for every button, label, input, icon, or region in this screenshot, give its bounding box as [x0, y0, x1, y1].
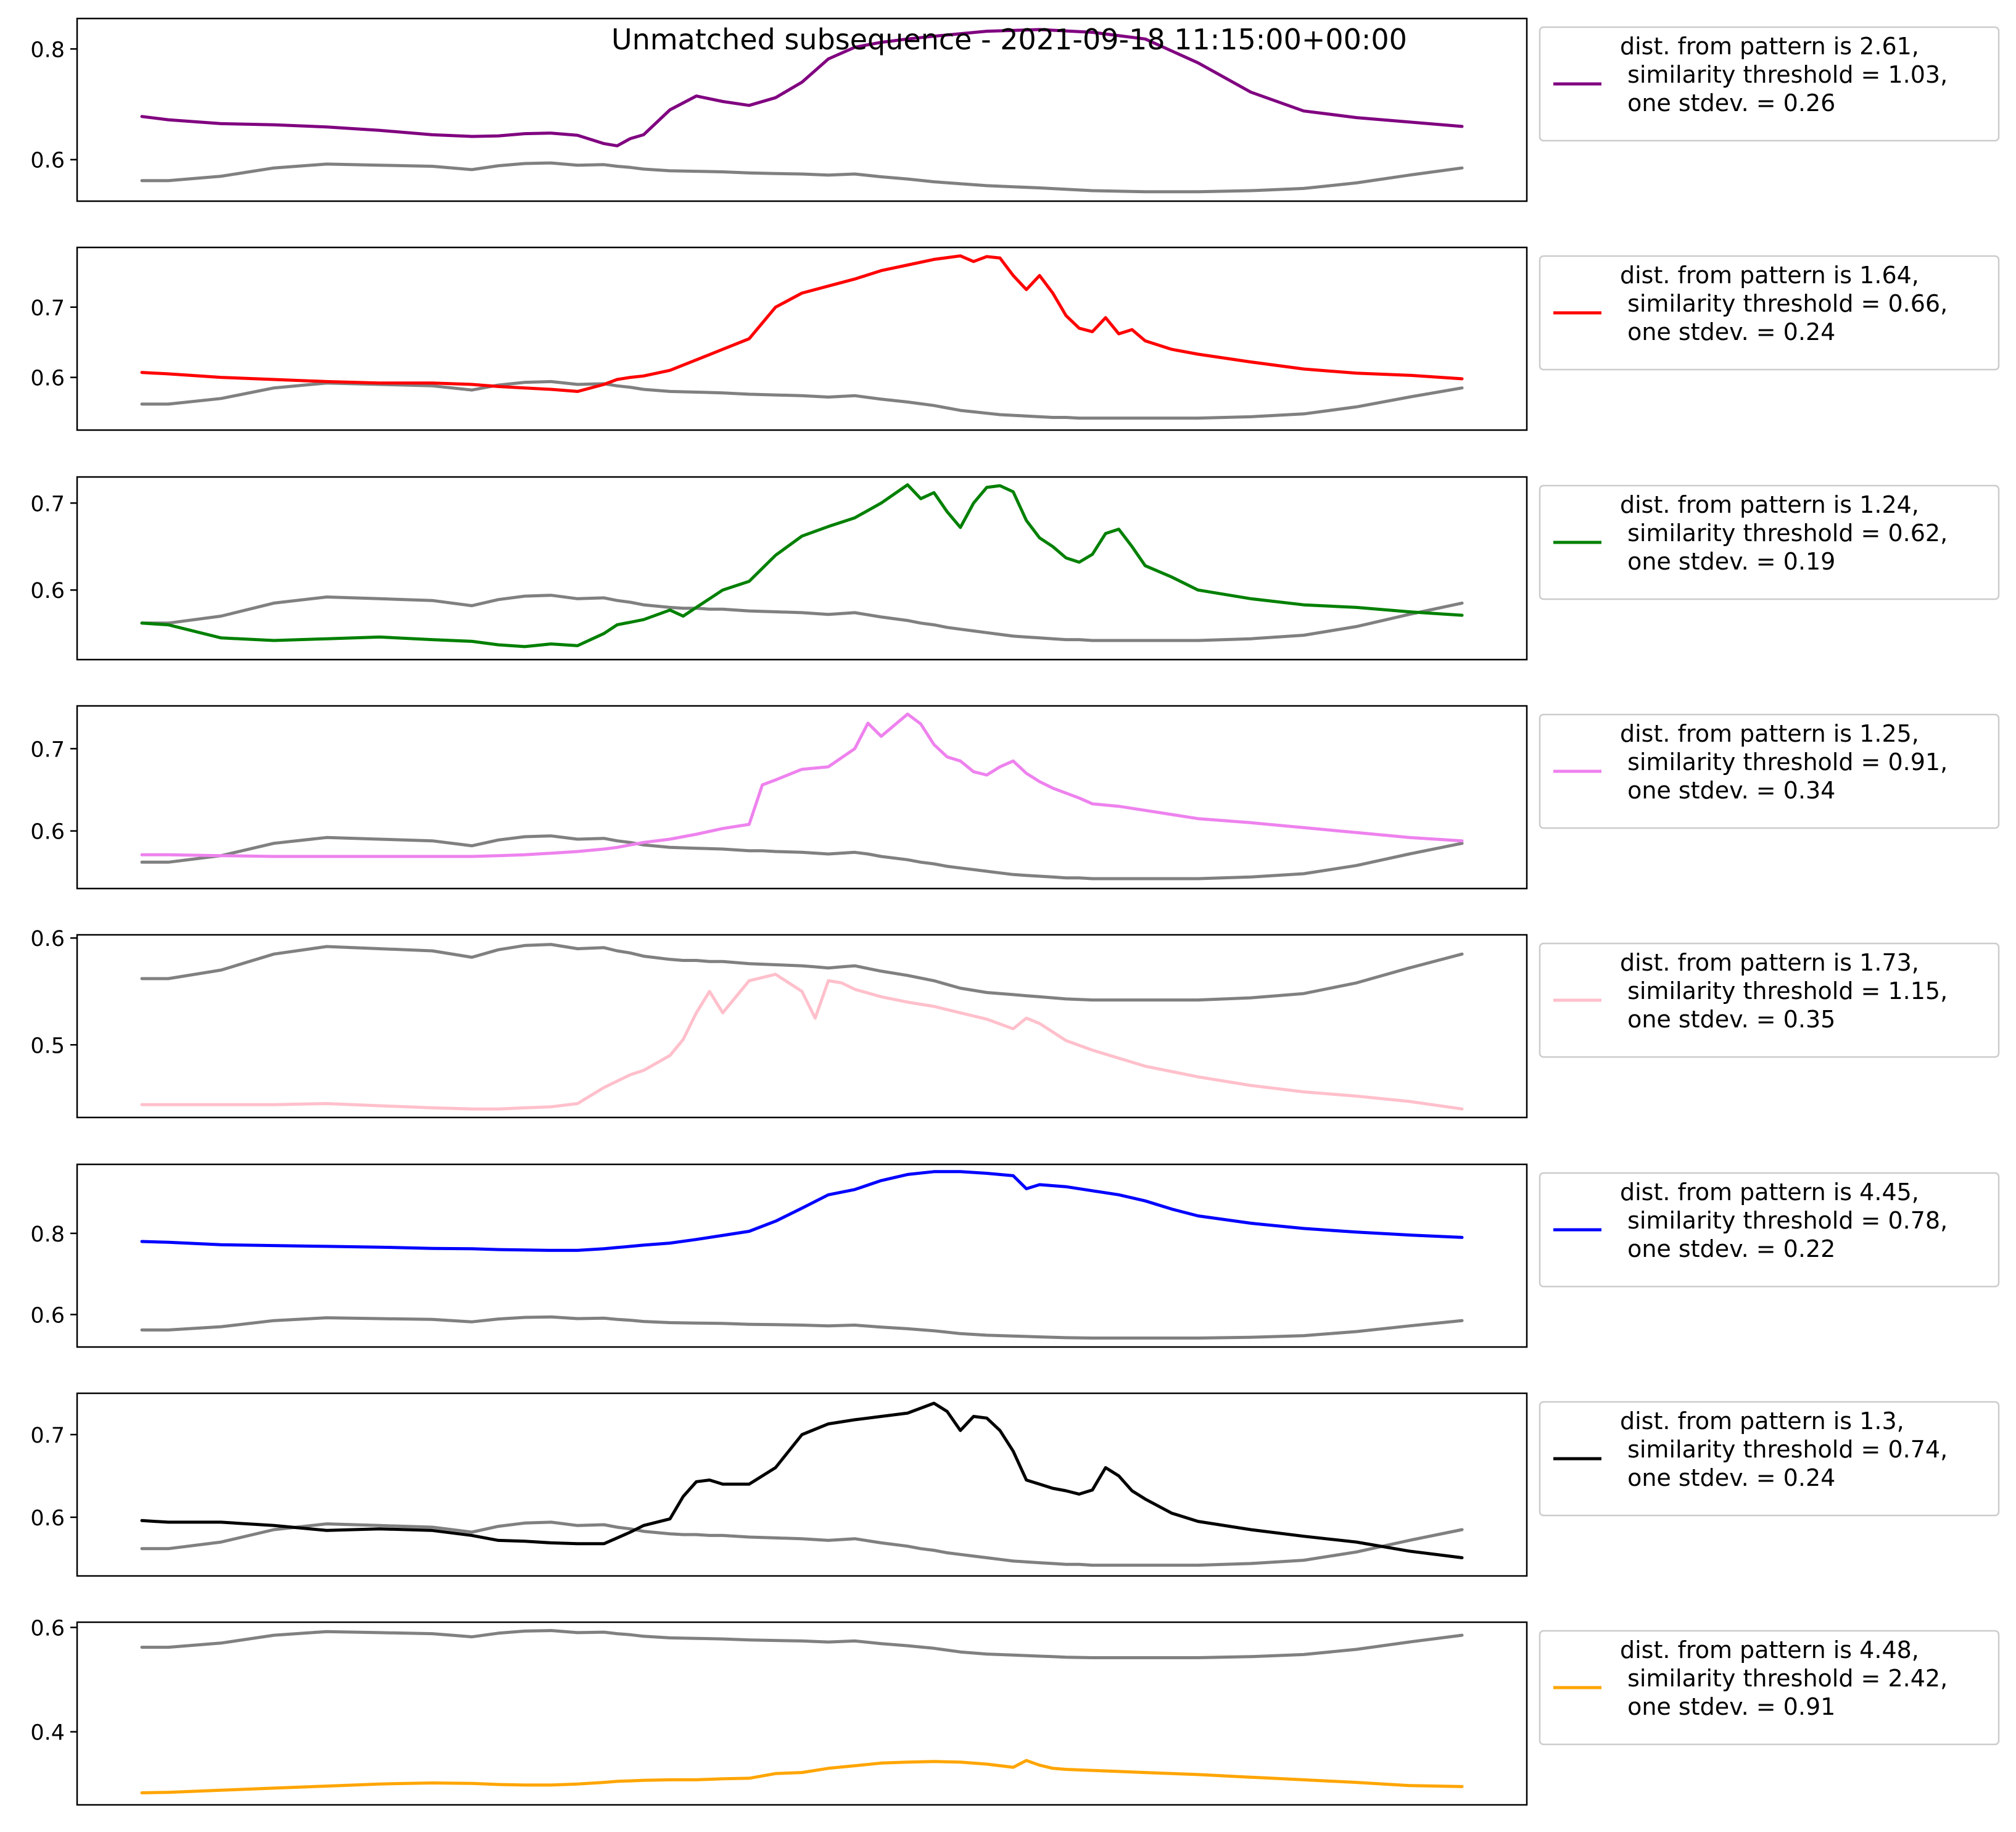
y-tick-label: 0.6	[30, 1303, 65, 1328]
legend-label-line: similarity threshold = 0.78,	[1620, 1207, 1948, 1234]
legend-label-line: dist. from pattern is 2.61,	[1620, 33, 1919, 60]
legend-box	[1539, 1630, 2000, 1746]
series-line-main	[140, 483, 1464, 649]
series-line-reference	[140, 161, 1464, 194]
legend-label-line: dist. from pattern is 1.24,	[1620, 491, 1919, 518]
series-line-main	[140, 28, 1464, 147]
subplot-1: 0.6 0.8 dist. from pattern is 2.61, simila…	[30, 17, 2000, 202]
subplot-5: 0.5 0.6 dist. from pattern is 1.73, simila…	[30, 927, 2000, 1119]
legend-label-line: dist. from pattern is 1.64,	[1620, 262, 1919, 289]
y-tick-label: 0.4	[30, 1721, 65, 1746]
legend-label-line: one stdev. = 0.91	[1620, 1693, 1835, 1720]
axes-frame	[76, 246, 1528, 431]
subplot-panels: 0.6 0.8 dist. from pattern is 2.61, simila…	[30, 17, 2000, 1806]
series-line-reference	[140, 834, 1464, 881]
y-tick-label: 0.7	[30, 737, 65, 762]
y-tick-label: 0.8	[30, 1222, 65, 1247]
legend-label-line: one stdev. = 0.35	[1620, 1006, 1835, 1033]
series-line-reference	[140, 594, 1464, 642]
legend-label-line: one stdev. = 0.24	[1620, 1464, 1835, 1491]
legend: dist. from pattern is 1.25, similarity t…	[1539, 713, 2000, 829]
axes-frame	[76, 1392, 1528, 1577]
y-tick-label: 0.6	[30, 1506, 65, 1531]
axes-frame	[76, 476, 1528, 661]
series-line-main	[140, 712, 1464, 858]
y-tick-label: 0.7	[30, 492, 65, 516]
y-tick-label: 0.7	[30, 1424, 65, 1448]
series-line-main	[140, 1170, 1464, 1252]
axes-frame	[76, 934, 1528, 1119]
legend-label-line: one stdev. = 0.19	[1620, 548, 1835, 575]
legend-label-line: similarity threshold = 1.03,	[1620, 61, 1948, 88]
legend: dist. from pattern is 4.45, similarity t…	[1539, 1172, 2000, 1288]
series-line-main	[140, 254, 1464, 393]
subplot-4: 0.6 0.7 dist. from pattern is 1.25, simila…	[30, 705, 2000, 890]
legend-box	[1539, 484, 2000, 600]
y-tick-label: 0.6	[30, 927, 65, 951]
legend-label-line: similarity threshold = 1.15,	[1620, 977, 1948, 1005]
y-tick-label: 0.7	[30, 296, 65, 321]
figure-title: Unmatched subsequence - 2021-09-18 11:15…	[611, 23, 1407, 56]
series-line-reference	[140, 1315, 1464, 1340]
series-line-main	[140, 1401, 1464, 1559]
legend-label: dist. from pattern is 1.73, similarity t…	[1620, 949, 1948, 1033]
series-line-reference	[140, 1520, 1464, 1567]
subplot-6: 0.6 0.8 dist. from pattern is 4.45, simila…	[30, 1163, 2000, 1348]
y-tick-label: 0.6	[30, 1616, 65, 1641]
legend-label-line: one stdev. = 0.24	[1620, 318, 1835, 346]
axes-frame	[76, 1163, 1528, 1348]
legend-box	[1539, 942, 2000, 1058]
legend-label-line: dist. from pattern is 1.73,	[1620, 949, 1919, 976]
legend-label: dist. from pattern is 2.61, similarity t…	[1620, 33, 1948, 117]
legend-label-line: dist. from pattern is 4.48,	[1620, 1636, 1919, 1664]
legend-label-line: one stdev. = 0.26	[1620, 89, 1835, 117]
legend-label-line: one stdev. = 0.22	[1620, 1235, 1835, 1262]
legend-label: dist. from pattern is 4.45, similarity t…	[1620, 1179, 1948, 1262]
y-tick-label: 0.6	[30, 820, 65, 845]
legend: dist. from pattern is 1.73, similarity t…	[1539, 942, 2000, 1058]
y-tick-label: 0.6	[30, 149, 65, 173]
legend-box	[1539, 1401, 2000, 1517]
legend: dist. from pattern is 4.48, similarity t…	[1539, 1630, 2000, 1746]
axes-frame	[76, 1621, 1528, 1806]
series-line-main	[140, 1759, 1464, 1794]
axes-frame	[76, 17, 1528, 202]
legend-label: dist. from pattern is 4.48, similarity t…	[1620, 1636, 1948, 1720]
series-line-reference	[140, 943, 1464, 1002]
legend: dist. from pattern is 2.61, similarity t…	[1539, 26, 2000, 142]
legend: dist. from pattern is 1.24, similarity t…	[1539, 484, 2000, 600]
series-line-reference	[140, 1629, 1464, 1659]
legend-label-line: dist. from pattern is 1.25,	[1620, 720, 1919, 747]
legend-label: dist. from pattern is 1.25, similarity t…	[1620, 720, 1948, 804]
legend-box	[1539, 255, 2000, 371]
legend-label: dist. from pattern is 1.3, similarity th…	[1620, 1407, 1948, 1491]
subplot-8: 0.4 0.6 dist. from pattern is 4.48, simila…	[30, 1616, 2000, 1806]
legend-label-line: similarity threshold = 0.62,	[1620, 520, 1948, 547]
legend-label-line: similarity threshold = 0.66,	[1620, 290, 1948, 317]
y-tick-label: 0.5	[30, 1034, 65, 1058]
legend: dist. from pattern is 1.3, similarity th…	[1539, 1401, 2000, 1517]
legend-box	[1539, 26, 2000, 142]
series-line-main	[140, 972, 1464, 1111]
y-tick-label: 0.8	[30, 38, 65, 62]
legend-label-line: one stdev. = 0.34	[1620, 777, 1835, 804]
subplot-3: 0.6 0.7 dist. from pattern is 1.24, simila…	[30, 476, 2000, 661]
legend: dist. from pattern is 1.64, similarity t…	[1539, 255, 2000, 371]
legend-label: dist. from pattern is 1.24, similarity t…	[1620, 491, 1948, 575]
legend-label-line: similarity threshold = 2.42,	[1620, 1665, 1948, 1692]
y-tick-label: 0.6	[30, 579, 65, 603]
axes-frame	[76, 705, 1528, 890]
legend-label-line: similarity threshold = 0.91,	[1620, 748, 1948, 776]
subplot-7: 0.6 0.7 dist. from pattern is 1.3, similar…	[30, 1392, 2000, 1577]
legend-label: dist. from pattern is 1.64, similarity t…	[1620, 262, 1948, 346]
subplot-2: 0.6 0.7 dist. from pattern is 1.64, simila…	[30, 246, 2000, 431]
y-tick-label: 0.6	[30, 367, 65, 391]
legend-box	[1539, 713, 2000, 829]
legend-label-line: dist. from pattern is 1.3,	[1620, 1407, 1904, 1435]
legend-label-line: similarity threshold = 0.74,	[1620, 1436, 1948, 1463]
legend-label-line: dist. from pattern is 4.45,	[1620, 1179, 1919, 1206]
legend-box	[1539, 1172, 2000, 1288]
